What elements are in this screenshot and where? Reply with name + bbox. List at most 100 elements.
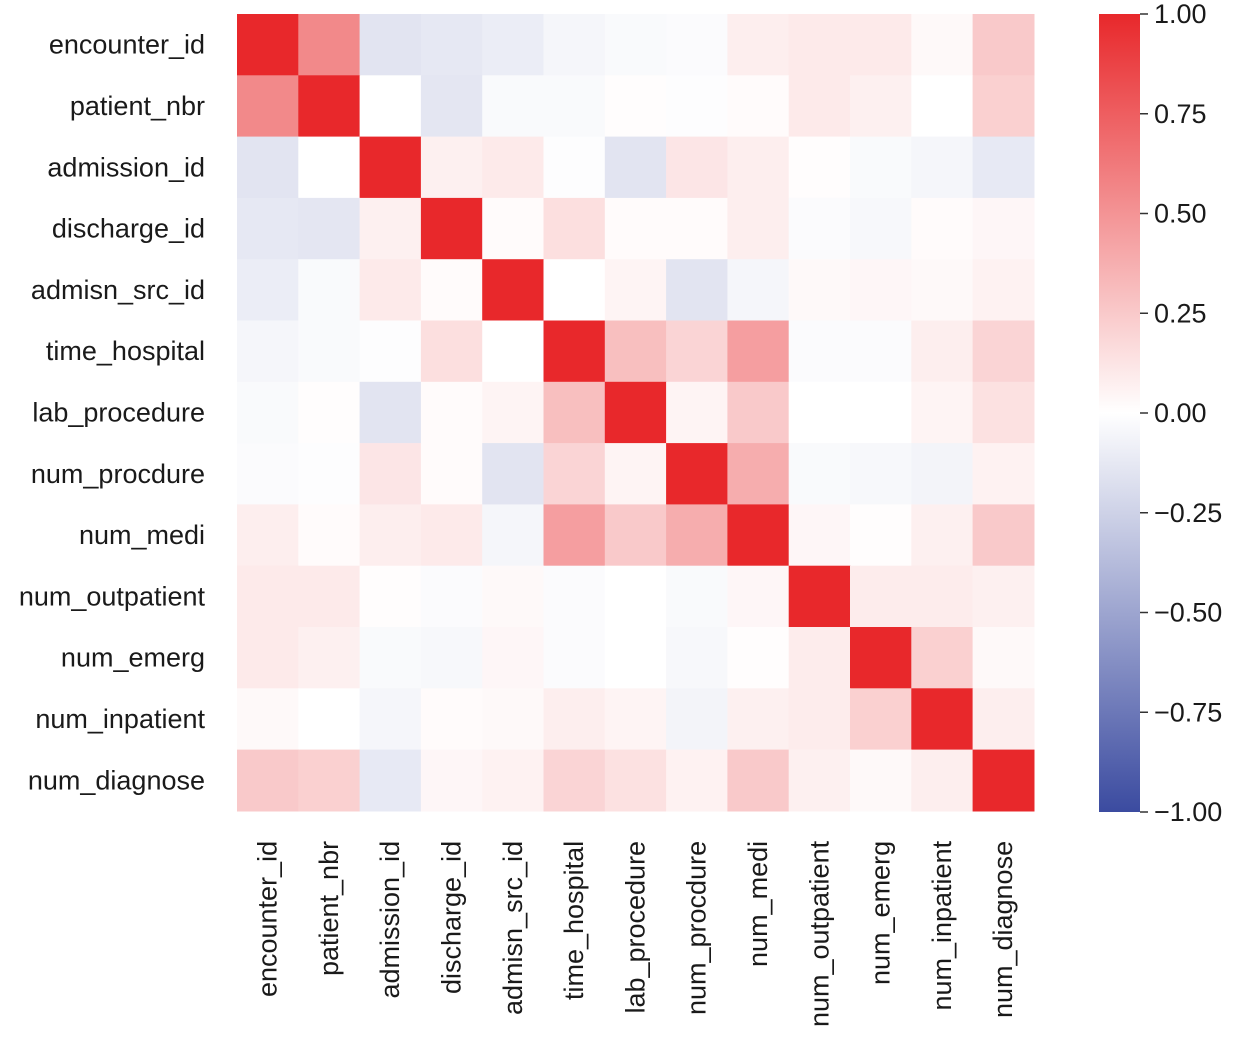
heatmap-cell-num_outpatient-time_hospital bbox=[543, 565, 606, 628]
heatmap-cell-encounter_id-num_inpatient bbox=[911, 14, 974, 76]
heatmap-cell-num_procdure-patient_nbr bbox=[298, 443, 361, 505]
heatmap-cell-time_hospital-discharge_id bbox=[420, 320, 483, 383]
heatmap-cell-encounter_id-num_procdure bbox=[666, 14, 728, 76]
heatmap-cell-lab_procedure-num_inpatient bbox=[911, 381, 974, 444]
heatmap-cell-num_diagnose-admission_id bbox=[359, 749, 422, 812]
heatmap-cell-admission_id-num_medi bbox=[727, 136, 790, 199]
heatmap-cell-admisn_src_id-encounter_id bbox=[237, 259, 299, 322]
heatmap-cell-num_outpatient-num_outpatient bbox=[788, 565, 851, 628]
heatmap-cell-num_procdure-num_diagnose bbox=[972, 443, 1035, 505]
heatmap-cell-num_inpatient-num_outpatient bbox=[788, 688, 851, 751]
heatmap-cell-patient_nbr-num_emerg bbox=[850, 75, 912, 138]
heatmap-cell-num_medi-encounter_id bbox=[237, 504, 299, 567]
heatmap-cell-encounter_id-admission_id bbox=[359, 14, 422, 76]
heatmap-cell-num_emerg-num_medi bbox=[727, 627, 790, 689]
heatmap-cell-admisn_src_id-num_inpatient bbox=[911, 259, 974, 322]
heatmap-cell-num_emerg-lab_procedure bbox=[604, 627, 667, 689]
heatmap-cell-patient_nbr-admission_id bbox=[359, 75, 422, 138]
heatmap-cell-encounter_id-time_hospital bbox=[543, 14, 606, 76]
y-tick-label-num_medi: num_medi bbox=[79, 520, 205, 550]
heatmap-cell-num_diagnose-time_hospital bbox=[543, 749, 606, 812]
heatmap-cell-num_inpatient-admission_id bbox=[359, 688, 422, 751]
heatmap-cell-patient_nbr-num_diagnose bbox=[972, 75, 1035, 138]
heatmap-cell-num_emerg-admission_id bbox=[359, 627, 422, 689]
heatmap-cell-admisn_src_id-discharge_id bbox=[420, 259, 483, 322]
heatmap-cell-discharge_id-lab_procedure bbox=[604, 197, 667, 260]
heatmap-cell-num_inpatient-patient_nbr bbox=[298, 688, 361, 751]
heatmap-cell-discharge_id-num_emerg bbox=[850, 197, 912, 260]
x-tick-label-admission_id: admission_id bbox=[375, 841, 405, 999]
heatmap-cell-num_medi-num_medi bbox=[727, 504, 790, 567]
y-tick-label-encounter_id: encounter_id bbox=[49, 30, 205, 60]
heatmap-cell-discharge_id-patient_nbr bbox=[298, 197, 361, 260]
heatmap-cell-num_inpatient-num_inpatient bbox=[911, 688, 974, 751]
heatmap-cell-num_procdure-discharge_id bbox=[420, 443, 483, 505]
heatmap-cell-discharge_id-num_medi bbox=[727, 197, 790, 260]
heatmap-cell-discharge_id-encounter_id bbox=[237, 197, 299, 260]
heatmap-cell-num_procdure-num_procdure bbox=[666, 443, 728, 505]
heatmap-cell-patient_nbr-lab_procedure bbox=[604, 75, 667, 138]
heatmap-cell-admisn_src_id-num_emerg bbox=[850, 259, 912, 322]
heatmap-cell-admisn_src_id-admission_id bbox=[359, 259, 422, 322]
x-tick-label-num_procdure: num_procdure bbox=[682, 841, 712, 1015]
x-tick-label-encounter_id: encounter_id bbox=[253, 841, 283, 997]
heatmap-cell-encounter_id-num_diagnose bbox=[972, 14, 1035, 76]
heatmap-cell-num_outpatient-num_inpatient bbox=[911, 565, 974, 628]
heatmap-cell-num_diagnose-num_inpatient bbox=[911, 749, 974, 812]
heatmap-cell-lab_procedure-num_emerg bbox=[850, 381, 912, 444]
heatmap-cell-time_hospital-admission_id bbox=[359, 320, 422, 383]
y-tick-label-admission_id: admission_id bbox=[47, 152, 205, 182]
y-tick-label-patient_nbr: patient_nbr bbox=[70, 91, 205, 121]
heatmap-cell-num_medi-lab_procedure bbox=[604, 504, 667, 567]
heatmap-cell-admission_id-num_diagnose bbox=[972, 136, 1035, 199]
heatmap-cell-num_diagnose-patient_nbr bbox=[298, 749, 361, 812]
heatmap-cell-num_emerg-num_outpatient bbox=[788, 627, 851, 689]
y-tick-label-num_emerg: num_emerg bbox=[61, 643, 205, 673]
heatmap-cell-discharge_id-admisn_src_id bbox=[482, 197, 545, 260]
heatmap-cell-num_inpatient-time_hospital bbox=[543, 688, 606, 751]
colorbar-ticks: 1.00 0.75 0.50 0.25 0.00 −0.25 −0.50 −0.75 −1.00 bbox=[1140, 0, 1222, 827]
heatmap-cell-patient_nbr-num_inpatient bbox=[911, 75, 974, 138]
heatmap-cell-num_emerg-patient_nbr bbox=[298, 627, 361, 689]
heatmap-cell-admission_id-lab_procedure bbox=[604, 136, 667, 199]
heatmap-cell-patient_nbr-admisn_src_id bbox=[482, 75, 545, 138]
heatmap-cell-admisn_src_id-num_outpatient bbox=[788, 259, 851, 322]
heatmap-cell-num_procdure-admisn_src_id bbox=[482, 443, 545, 505]
heatmap-cell-num_inpatient-admisn_src_id bbox=[482, 688, 545, 751]
heatmap-cell-admisn_src_id-time_hospital bbox=[543, 259, 606, 322]
heatmap-cell-num_inpatient-lab_procedure bbox=[604, 688, 667, 751]
x-tick-label-num_emerg: num_emerg bbox=[866, 841, 896, 985]
heatmap-cell-lab_procedure-num_medi bbox=[727, 381, 790, 444]
heatmap-cell-lab_procedure-num_diagnose bbox=[972, 381, 1035, 444]
x-tick-label-patient_nbr: patient_nbr bbox=[314, 841, 344, 976]
heatmap-cell-lab_procedure-num_procdure bbox=[666, 381, 728, 444]
heatmap-cell-lab_procedure-encounter_id bbox=[237, 381, 299, 444]
heatmap-cell-time_hospital-admisn_src_id bbox=[482, 320, 545, 383]
heatmap-cell-encounter_id-patient_nbr bbox=[298, 14, 361, 76]
heatmap-cell-discharge_id-num_inpatient bbox=[911, 197, 974, 260]
heatmap-cell-time_hospital-patient_nbr bbox=[298, 320, 361, 383]
heatmap-cell-num_diagnose-num_emerg bbox=[850, 749, 912, 812]
heatmap-cell-num_medi-num_procdure bbox=[666, 504, 728, 567]
x-tick-label-num_diagnose: num_diagnose bbox=[988, 841, 1018, 1018]
heatmap-cell-time_hospital-num_inpatient bbox=[911, 320, 974, 383]
heatmap-cell-num_outpatient-admission_id bbox=[359, 565, 422, 628]
x-tick-label-num_outpatient: num_outpatient bbox=[804, 840, 834, 1027]
heatmap-cells bbox=[237, 14, 1035, 812]
heatmap-cell-num_medi-num_diagnose bbox=[972, 504, 1035, 567]
y-tick-label-num_inpatient: num_inpatient bbox=[35, 704, 205, 734]
heatmap-cell-lab_procedure-admisn_src_id bbox=[482, 381, 545, 444]
heatmap-cell-num_emerg-time_hospital bbox=[543, 627, 606, 689]
heatmap-cell-admisn_src_id-patient_nbr bbox=[298, 259, 361, 322]
heatmap-cell-num_inpatient-num_procdure bbox=[666, 688, 728, 751]
heatmap-cell-num_emerg-num_emerg bbox=[850, 627, 912, 689]
y-tick-label-admisn_src_id: admisn_src_id bbox=[31, 275, 205, 305]
heatmap-cell-num_procdure-num_inpatient bbox=[911, 443, 974, 505]
heatmap-cell-num_medi-admisn_src_id bbox=[482, 504, 545, 567]
x-tick-labels: encounter_id patient_nbr admission_id disch… bbox=[253, 840, 1019, 1027]
heatmap-cell-encounter_id-num_outpatient bbox=[788, 14, 851, 76]
heatmap-cell-patient_nbr-patient_nbr bbox=[298, 75, 361, 138]
colorbar-tick-label: 0.00 bbox=[1154, 398, 1207, 428]
heatmap-cell-num_outpatient-admisn_src_id bbox=[482, 565, 545, 628]
